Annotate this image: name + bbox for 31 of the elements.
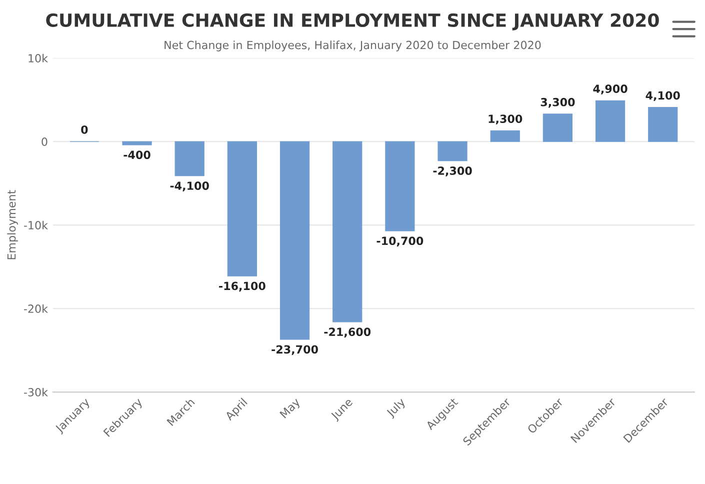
bar <box>385 141 415 232</box>
data-label: 4,100 <box>646 91 680 102</box>
bar <box>490 130 520 142</box>
bar <box>438 141 468 162</box>
data-label: 1,300 <box>488 114 522 124</box>
data-label: -2,300 <box>433 166 472 176</box>
data-label: -4,100 <box>170 182 209 192</box>
bar <box>595 100 626 142</box>
bar <box>280 141 310 340</box>
bar <box>122 141 152 146</box>
data-label: 0 <box>81 125 88 134</box>
data-label: -23,700 <box>272 345 318 356</box>
y-axis-title: Employment <box>7 190 18 260</box>
y-tick-label: -30k <box>24 388 48 396</box>
bar <box>174 141 204 176</box>
data-label: -21,600 <box>324 328 371 338</box>
chart-subtitle: Net Change in Employees, Halifax, January 2020 to December 2020 <box>164 40 541 52</box>
y-tick-label: 0 <box>42 138 48 146</box>
chart-title: CUMULATIVE CHANGE IN EMPLOYMENT SINCE JANUARY 2020 <box>46 13 659 30</box>
data-label: -10,700 <box>376 236 424 246</box>
data-label: -400 <box>124 150 150 160</box>
y-tick-label: -20k <box>24 304 48 313</box>
bar <box>648 106 678 142</box>
bar <box>227 141 257 276</box>
data-label: 3,300 <box>540 98 575 108</box>
data-label: 4,900 <box>593 84 628 94</box>
y-tick-label: 10k <box>28 54 48 62</box>
bar <box>542 114 573 142</box>
data-label: -16,100 <box>219 282 266 292</box>
y-tick-label: -10k <box>24 220 48 230</box>
bar <box>332 141 362 322</box>
